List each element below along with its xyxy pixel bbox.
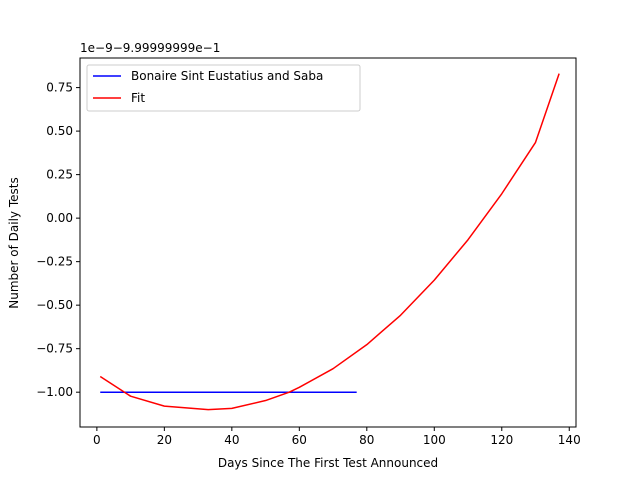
legend-box (86, 64, 361, 112)
x-tick-label: 40 (224, 433, 239, 447)
y-axis-offset-label: 1e−9−9.99999999e−1 (80, 41, 220, 55)
legend: Bonaire Sint Eustatius and Saba Fit (86, 64, 361, 112)
axes: 0 20 40 60 80 100 120 140 −1.00 −0.75 −0.50 −0.25 0.… (36, 57, 581, 447)
x-axis-title: Days Since The First Test Announced (218, 456, 438, 470)
y-tick-label: 0.25 (46, 168, 73, 182)
y-tick-label: 0.00 (46, 211, 73, 225)
y-tick-label: 0.75 (46, 81, 73, 95)
x-tick-label: 60 (292, 433, 307, 447)
x-tick-label: 0 (93, 433, 101, 447)
legend-label: Fit (131, 91, 145, 105)
legend-label: Bonaire Sint Eustatius and Saba (131, 69, 323, 83)
series-line-fit (99, 73, 560, 411)
y-tick-label: −0.50 (36, 298, 73, 312)
x-tick-label: 140 (558, 433, 581, 447)
y-tick-label: −1.00 (36, 385, 73, 399)
x-tick-label: 80 (359, 433, 374, 447)
x-tick-label: 20 (157, 433, 172, 447)
x-tick-label: 120 (490, 433, 513, 447)
y-axis-title: Number of Daily Tests (7, 177, 21, 308)
y-tick-label: 0.50 (46, 124, 73, 138)
plot-area (99, 73, 560, 411)
y-tick-label: −0.25 (36, 255, 73, 269)
axes-frame (79, 57, 577, 428)
x-tick-label: 100 (423, 433, 446, 447)
y-tick-label: −0.75 (36, 342, 73, 356)
